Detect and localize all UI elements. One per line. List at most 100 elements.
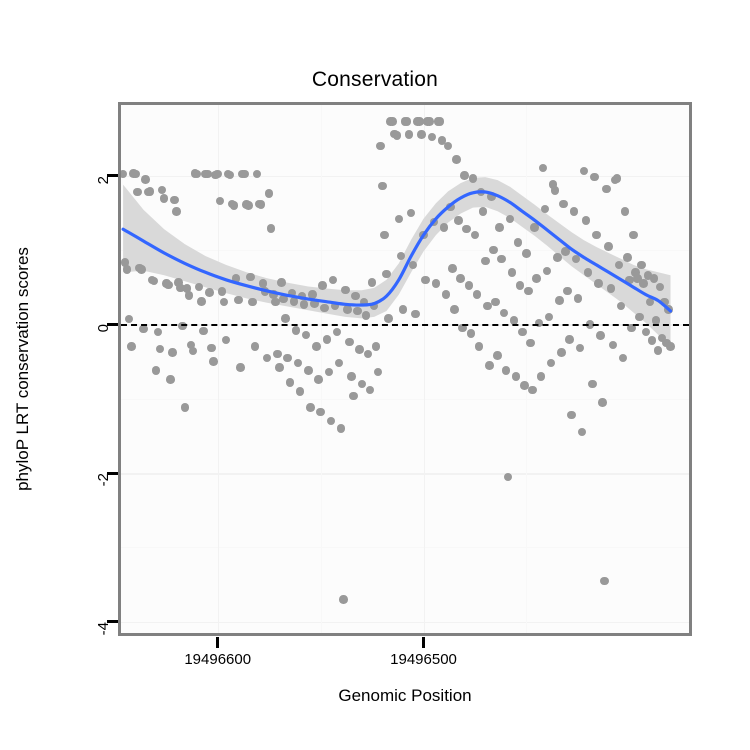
scatter-point	[170, 195, 179, 205]
scatter-point	[505, 214, 515, 224]
scatter-point	[608, 340, 618, 350]
scatter-point	[548, 180, 558, 189]
scatter-point	[168, 348, 177, 357]
scatter-point	[244, 201, 253, 210]
scatter-point	[579, 166, 589, 176]
scatter-point	[594, 279, 603, 288]
scatter-point	[460, 171, 469, 180]
scatter-point	[588, 379, 597, 389]
scatter-point	[561, 247, 570, 256]
scatter-point	[141, 175, 150, 184]
scatter-point	[421, 275, 430, 284]
scatter-point	[271, 297, 280, 307]
scatter-point	[203, 169, 212, 179]
scatter-point	[555, 296, 564, 305]
scatter-point	[592, 230, 601, 240]
y-axis-tick-label: 2	[94, 175, 112, 184]
scatter-point	[384, 314, 393, 323]
scatter-point	[316, 407, 325, 417]
scatter-point	[647, 336, 657, 345]
scatter-point	[246, 272, 255, 282]
scatter-point	[164, 280, 173, 290]
scatter-point	[536, 372, 546, 381]
y-axis-title: phyloP LRT conservation scores	[13, 247, 32, 491]
scatter-point	[236, 363, 245, 372]
scatter-point	[441, 290, 451, 299]
scatter-point	[466, 329, 476, 338]
scatter-point	[437, 136, 447, 145]
y-axis: 2 0 -2 -4	[0, 102, 118, 636]
scatter-point	[571, 254, 581, 264]
scatter-point	[534, 318, 544, 328]
scatter-point	[258, 279, 268, 288]
scatter-point	[382, 269, 391, 279]
scatter-point	[149, 276, 159, 286]
scatter-point	[176, 283, 185, 293]
scatter-point	[209, 357, 218, 366]
loess-smooth-line	[121, 190, 673, 313]
scatter-point	[503, 472, 513, 482]
scatter-point	[301, 330, 311, 340]
scatter-point	[575, 343, 585, 353]
scatter-point	[155, 344, 165, 354]
y-axis-tick-mark	[107, 322, 118, 326]
scatter-point	[221, 335, 231, 345]
scatter-point	[472, 290, 482, 299]
scatter-point	[452, 155, 461, 164]
scatter-point	[643, 271, 653, 280]
scatter-point	[651, 316, 661, 325]
y-axis-tick-label: -2	[94, 473, 112, 487]
x-axis-title: Genomic Position	[338, 686, 472, 705]
scatter-point	[532, 274, 541, 283]
scatter-point	[133, 187, 142, 197]
scatter-point	[332, 327, 342, 337]
scatter-point	[655, 282, 665, 292]
scatter-point	[546, 358, 556, 368]
scatter-point	[357, 379, 367, 389]
scatter-point	[192, 169, 202, 179]
scatter-point	[388, 117, 397, 126]
scatter-point	[345, 337, 354, 347]
scatter-point	[234, 295, 243, 305]
scatter-point	[600, 576, 609, 586]
scatter-point	[602, 184, 611, 194]
scatter-point	[240, 169, 249, 179]
scatter-point	[522, 249, 531, 258]
gridline-y-major	[121, 175, 689, 178]
scatter-point	[604, 242, 613, 251]
scatter-point	[660, 297, 669, 307]
scatter-point	[635, 312, 644, 322]
gridline-x-minor	[320, 105, 322, 633]
gridline-x-major	[423, 105, 425, 633]
scatter-point	[657, 333, 667, 343]
scatter-point	[215, 196, 225, 206]
scatter-point	[326, 416, 336, 426]
scatter-point	[567, 410, 576, 420]
gridline-y-minor	[121, 250, 689, 251]
scatter-point	[590, 172, 599, 182]
scatter-point	[289, 297, 299, 306]
scatter-point	[487, 192, 496, 201]
scatter-point	[637, 260, 646, 270]
scatter-point	[544, 312, 554, 322]
scatter-point	[205, 288, 214, 297]
scatter-point	[563, 286, 572, 296]
scatter-point	[515, 281, 525, 290]
scatter-point	[392, 131, 402, 140]
scatter-point	[606, 284, 616, 293]
scatter-point	[318, 281, 327, 290]
scatter-point	[625, 275, 634, 284]
scatter-point	[320, 303, 329, 313]
scatter-point	[231, 274, 241, 283]
scatter-point	[470, 230, 480, 240]
scatter-point	[454, 216, 463, 225]
scatter-point	[229, 201, 239, 210]
scatter-point	[618, 353, 628, 363]
scatter-point	[297, 291, 307, 301]
scatter-point	[304, 366, 313, 375]
scatter-point	[458, 323, 467, 333]
scatter-point	[666, 342, 675, 351]
zero-reference-line	[121, 324, 689, 327]
scatter-point	[188, 346, 198, 356]
